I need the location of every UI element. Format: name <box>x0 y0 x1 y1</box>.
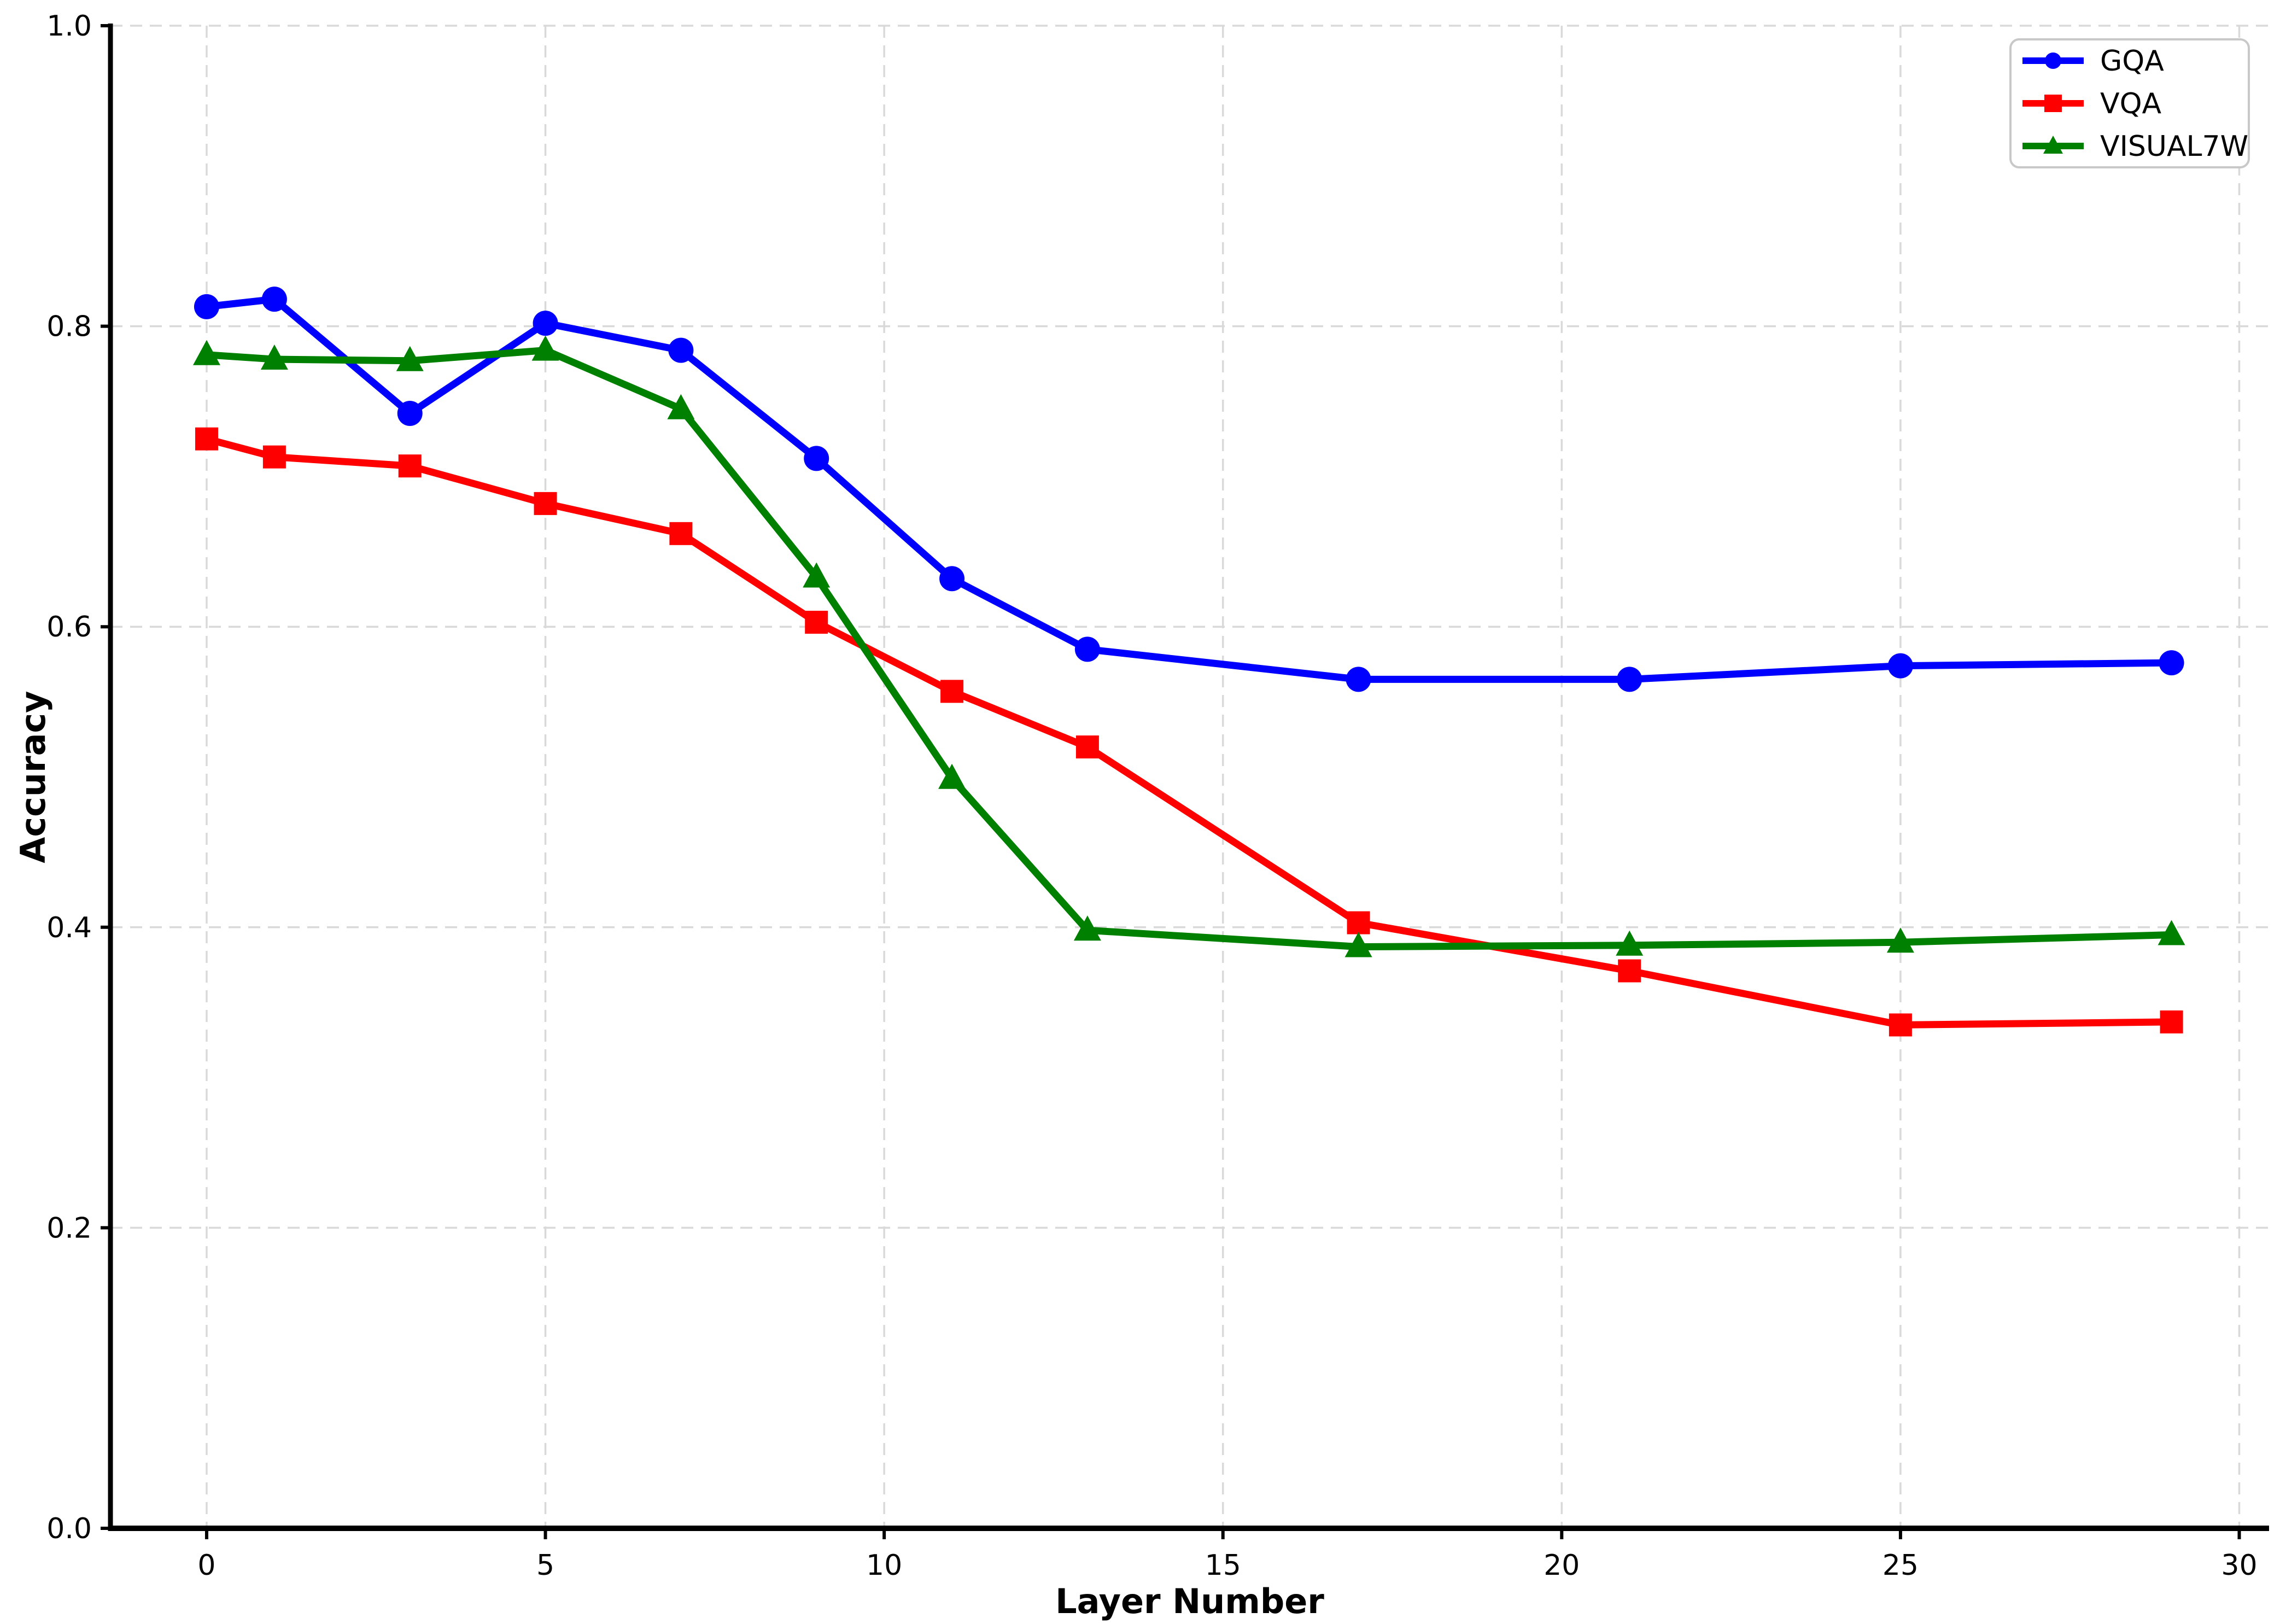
ticklabel-layer: 0 5 10 15 20 25 30 0.0 0.2 0.4 0.6 0.8 1.0 <box>46 10 2257 1582</box>
triangle-marker-visual7w <box>1616 930 1644 956</box>
triangle-marker-visual7w <box>2158 920 2185 945</box>
square-marker-vqa <box>669 522 693 545</box>
y-tick-label: 0.2 <box>46 1212 92 1245</box>
x-tick-label: 10 <box>866 1549 902 1582</box>
y-tick-label: 0.8 <box>46 311 92 343</box>
square-marker-vqa <box>940 680 964 703</box>
triangle-marker-visual7w <box>1886 927 1914 953</box>
square-marker-vqa <box>1347 911 1370 934</box>
legend-label: VQA <box>2100 87 2162 120</box>
y-tick-label: 1.0 <box>46 10 92 43</box>
circle-marker-gqa <box>1617 667 1642 692</box>
x-tick-label: 0 <box>197 1549 215 1582</box>
legend-triangle-icon <box>2043 136 2063 154</box>
x-axis-label: Layer Number <box>1055 1581 1324 1621</box>
legend-label: VISUAL7W <box>2100 130 2248 163</box>
x-tick-label: 25 <box>1883 1549 1919 1582</box>
triangle-marker-visual7w <box>1344 932 1372 957</box>
square-marker-vqa <box>1075 735 1099 759</box>
series-layer <box>192 287 2185 1037</box>
axes-layer <box>101 24 2269 1539</box>
series-gqa <box>194 287 2184 692</box>
legend-label: GQA <box>2100 45 2164 78</box>
circle-marker-gqa <box>2159 650 2184 676</box>
circle-marker-gqa <box>939 566 965 592</box>
legend-item-gqa: GQA <box>2022 45 2164 78</box>
legend-item-visual7w: VISUAL7W <box>2022 130 2248 163</box>
x-tick-label: 15 <box>1205 1549 1241 1582</box>
triangle-marker-visual7w <box>803 562 831 588</box>
x-tick-label: 30 <box>2221 1549 2257 1582</box>
square-marker-vqa <box>398 454 422 478</box>
triangle-marker-visual7w <box>938 763 966 789</box>
circle-marker-gqa <box>397 400 423 426</box>
grid-layer <box>110 25 2269 1529</box>
series-line-visual7w <box>203 347 2176 951</box>
triangle-marker-visual7w <box>667 394 695 419</box>
square-marker-vqa <box>195 427 218 451</box>
square-marker-vqa <box>805 610 828 634</box>
y-tick-label: 0.0 <box>46 1512 92 1545</box>
circle-marker-gqa <box>533 311 558 336</box>
square-marker-vqa <box>1618 959 1641 983</box>
legend-item-vqa: VQA <box>2022 87 2162 120</box>
square-marker-vqa <box>534 492 557 515</box>
square-marker-vqa <box>262 445 286 469</box>
x-tick-label: 20 <box>1544 1549 1580 1582</box>
series-visual7w <box>192 335 2185 957</box>
y-tick-label: 0.4 <box>46 912 92 944</box>
legend-circle-icon <box>2045 52 2061 69</box>
circle-marker-gqa <box>668 337 694 363</box>
triangle-marker-visual7w <box>260 344 288 370</box>
legend: GQA VQA VISUAL7W <box>2009 38 2250 168</box>
series-line-gqa <box>203 295 2176 683</box>
y-axis-label: Accuracy <box>13 691 53 863</box>
square-marker-vqa <box>1889 1013 1912 1037</box>
circle-marker-gqa <box>1346 667 1371 692</box>
circle-marker-gqa <box>1074 636 1100 662</box>
series-vqa <box>195 427 2183 1037</box>
triangle-marker-visual7w <box>1073 915 1101 941</box>
triangle-marker-visual7w <box>192 340 220 365</box>
series-line-vqa <box>203 435 2176 1029</box>
x-tick-label: 5 <box>536 1549 554 1582</box>
triangle-marker-visual7w <box>396 346 424 371</box>
circle-marker-gqa <box>261 287 287 312</box>
legend-box <box>2009 38 2250 168</box>
circle-marker-gqa <box>804 446 829 471</box>
circle-marker-gqa <box>1887 653 1913 679</box>
circle-marker-gqa <box>194 294 219 319</box>
triangle-marker-visual7w <box>531 335 559 361</box>
y-tick-label: 0.6 <box>46 611 92 644</box>
square-marker-vqa <box>2160 1010 2183 1033</box>
legend-square-icon <box>2044 95 2062 112</box>
